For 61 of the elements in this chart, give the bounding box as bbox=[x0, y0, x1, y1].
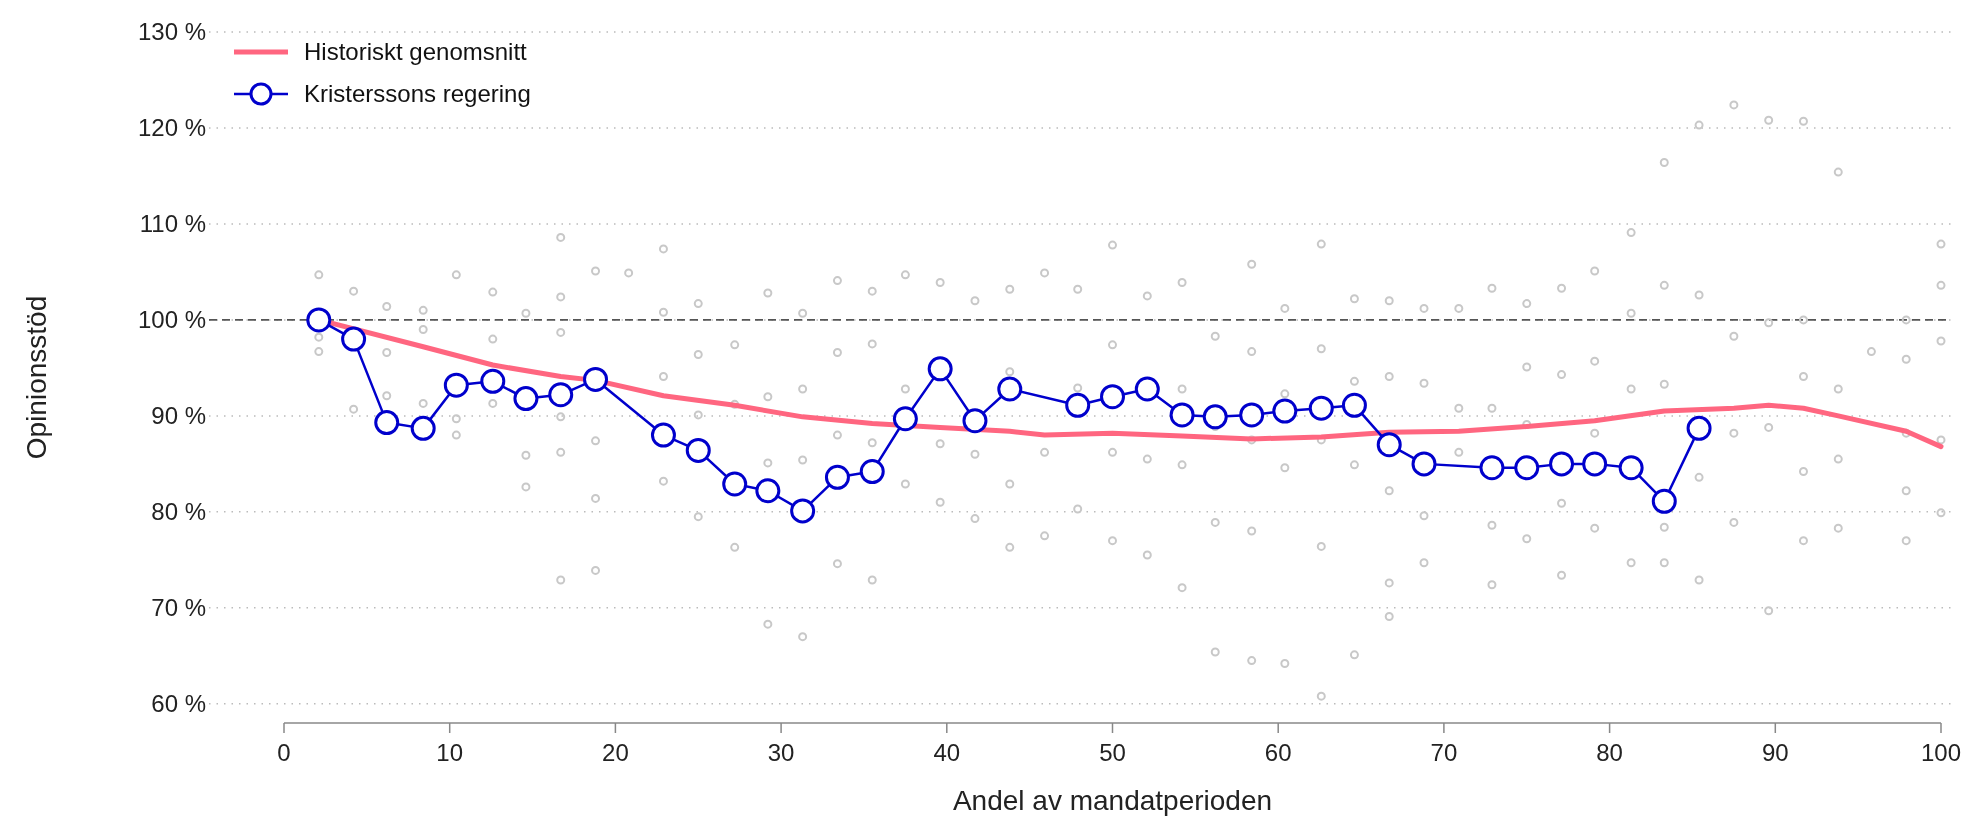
point bbox=[306, 307, 332, 333]
x-tick-label: 60 bbox=[1264, 739, 1292, 766]
point bbox=[513, 386, 539, 412]
point bbox=[1686, 415, 1712, 441]
y-axis-title: Opinionsstöd bbox=[21, 295, 52, 460]
point bbox=[1239, 402, 1265, 428]
y-tick-label: 80 % bbox=[151, 498, 206, 526]
point bbox=[1100, 384, 1125, 410]
point bbox=[374, 410, 400, 436]
point bbox=[1376, 432, 1402, 458]
y-tick-label: 90 % bbox=[151, 402, 206, 430]
x-tick-label: 20 bbox=[602, 739, 629, 766]
point bbox=[1065, 392, 1091, 418]
x-tick-label: 90 bbox=[1761, 739, 1789, 766]
point bbox=[1514, 455, 1540, 481]
point bbox=[755, 478, 781, 504]
point bbox=[1308, 395, 1334, 421]
point bbox=[997, 376, 1023, 402]
point bbox=[443, 372, 469, 398]
point bbox=[341, 326, 367, 352]
x-tick-label: 40 bbox=[933, 739, 961, 766]
x-tick-label: 100 bbox=[1920, 739, 1962, 766]
point bbox=[1202, 404, 1228, 430]
point bbox=[410, 415, 436, 441]
legend-label: Historiskt genomsnitt bbox=[304, 38, 528, 66]
point bbox=[1272, 398, 1298, 424]
point bbox=[1479, 455, 1505, 481]
x-tick-label: 50 bbox=[1099, 739, 1126, 766]
point bbox=[1549, 451, 1575, 477]
x-tick-label: 70 bbox=[1430, 739, 1458, 766]
point bbox=[927, 356, 953, 382]
y-tick-label: 70 % bbox=[151, 594, 206, 622]
point bbox=[859, 459, 885, 485]
y-tick-label: 100 % bbox=[137, 306, 206, 334]
point bbox=[1651, 488, 1677, 514]
point bbox=[1411, 451, 1437, 477]
x-tick-label: 80 bbox=[1596, 739, 1623, 766]
y-tick-label: 130 % bbox=[137, 18, 206, 46]
point bbox=[1134, 376, 1160, 402]
legend-label: Kristerssons regering bbox=[304, 80, 531, 108]
point bbox=[1618, 455, 1644, 481]
y-tick-label: 120 % bbox=[137, 114, 206, 142]
point bbox=[824, 464, 850, 490]
point bbox=[1582, 451, 1608, 477]
point bbox=[650, 422, 676, 448]
x-tick-label: 0 bbox=[277, 739, 291, 766]
point bbox=[962, 408, 988, 434]
point bbox=[685, 437, 711, 463]
point bbox=[480, 368, 506, 394]
point bbox=[722, 471, 748, 497]
point bbox=[1169, 402, 1195, 428]
x-tick-label: 10 bbox=[436, 739, 464, 766]
point bbox=[790, 498, 816, 524]
x-tick-label: 30 bbox=[767, 739, 795, 766]
y-tick-label: 60 % bbox=[151, 690, 206, 718]
point bbox=[583, 366, 609, 392]
point bbox=[548, 382, 574, 408]
point bbox=[892, 406, 918, 432]
x-axis-title: Andel av mandatperioden bbox=[952, 785, 1273, 816]
y-tick-label: 110 % bbox=[139, 210, 206, 238]
point bbox=[1341, 392, 1367, 418]
